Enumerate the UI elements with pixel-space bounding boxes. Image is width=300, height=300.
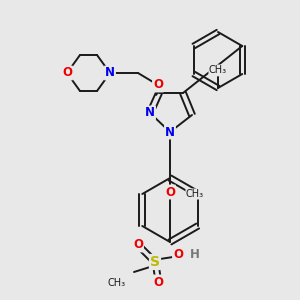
Text: CH₃: CH₃ (209, 65, 227, 75)
Text: O: O (153, 79, 163, 92)
Text: O: O (173, 248, 183, 262)
Text: CH₃: CH₃ (186, 189, 204, 199)
Text: N: N (105, 67, 115, 80)
Text: O: O (153, 275, 163, 289)
Text: O: O (62, 67, 72, 80)
Text: N: N (165, 125, 175, 139)
Text: CH₃: CH₃ (108, 278, 126, 288)
Text: O: O (133, 238, 143, 251)
Text: N: N (145, 106, 155, 119)
Text: S: S (150, 255, 160, 269)
Text: H: H (190, 248, 200, 262)
Text: O: O (165, 185, 175, 199)
